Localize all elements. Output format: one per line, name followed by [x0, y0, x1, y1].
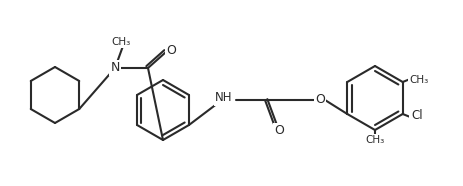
Text: N: N — [110, 62, 119, 75]
Text: Cl: Cl — [410, 110, 422, 123]
Text: CH₃: CH₃ — [111, 37, 131, 47]
Text: CH₃: CH₃ — [364, 135, 384, 145]
Text: CH₃: CH₃ — [408, 75, 427, 85]
Text: O: O — [274, 124, 283, 137]
Text: NH: NH — [215, 92, 232, 105]
Text: O: O — [166, 44, 175, 57]
Text: O: O — [314, 94, 324, 107]
